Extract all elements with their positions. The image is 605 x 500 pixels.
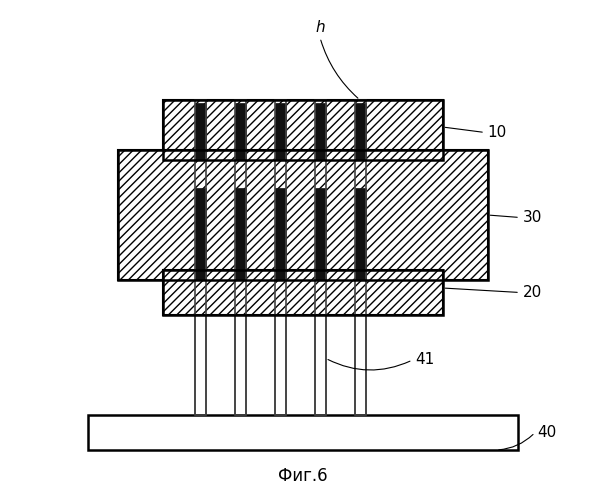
Bar bbox=[315, 100, 325, 415]
Bar bbox=[117, 150, 488, 280]
Bar bbox=[315, 188, 325, 280]
Bar bbox=[194, 188, 206, 280]
Bar bbox=[194, 100, 206, 415]
Text: 10: 10 bbox=[488, 125, 507, 140]
Bar bbox=[163, 100, 442, 160]
Bar bbox=[355, 102, 365, 160]
Bar bbox=[163, 100, 442, 160]
Bar bbox=[275, 100, 286, 415]
Text: 41: 41 bbox=[415, 352, 434, 368]
Text: h: h bbox=[315, 20, 325, 35]
Bar bbox=[275, 100, 286, 415]
Text: 20: 20 bbox=[523, 285, 541, 300]
Bar bbox=[315, 100, 325, 415]
Bar bbox=[235, 100, 246, 415]
Bar bbox=[88, 415, 517, 450]
Bar bbox=[117, 150, 488, 280]
Bar bbox=[194, 100, 206, 415]
Bar bbox=[275, 188, 286, 280]
Bar bbox=[355, 100, 365, 415]
Bar bbox=[163, 270, 442, 315]
Text: 40: 40 bbox=[537, 425, 557, 440]
Bar bbox=[163, 270, 442, 315]
Bar bbox=[355, 188, 365, 280]
Bar bbox=[315, 102, 325, 160]
Text: Фиг.6: Фиг.6 bbox=[278, 467, 327, 485]
Bar bbox=[235, 102, 246, 160]
Bar bbox=[194, 102, 206, 160]
Bar bbox=[235, 100, 246, 415]
Bar bbox=[275, 102, 286, 160]
Bar bbox=[235, 188, 246, 280]
Bar bbox=[355, 100, 365, 415]
Text: 30: 30 bbox=[523, 210, 542, 225]
